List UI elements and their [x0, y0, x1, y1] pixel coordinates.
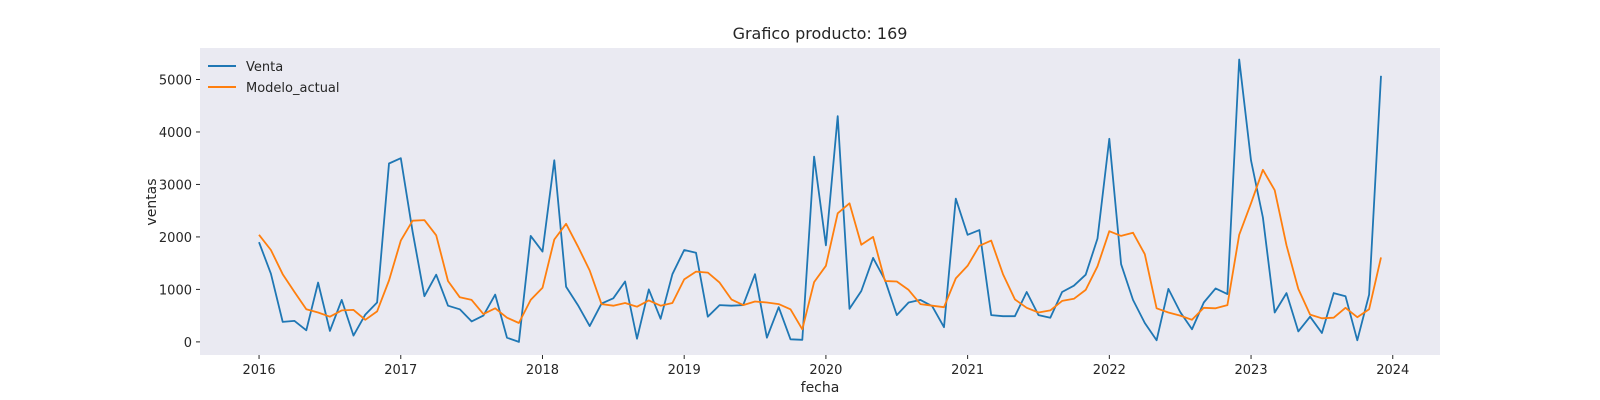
y-axis: 0 1000 2000 3000 4000 5000	[159, 73, 200, 351]
x-tick-label: 2023	[1235, 363, 1268, 378]
legend-label: Modelo_actual	[246, 81, 340, 96]
chart-marks	[258, 58, 1382, 343]
x-tick-label: 2024	[1376, 363, 1409, 378]
y-tick-label: 0	[184, 336, 192, 351]
x-tick-label: 2019	[668, 363, 701, 378]
x-axis: 2016 2017 2018 2019 2020 2021 2022 2023 2024	[243, 355, 1409, 378]
legend-label: Venta	[246, 60, 283, 75]
x-tick-label: 2018	[526, 363, 559, 378]
chart-title: Grafico producto: 169	[733, 24, 908, 43]
x-tick-label: 2021	[951, 363, 984, 378]
series-line-modelo-actual	[258, 168, 1382, 331]
series-line-venta	[258, 58, 1382, 343]
y-tick-label: 3000	[159, 178, 192, 193]
y-axis-label: ventas	[144, 178, 160, 225]
legend: Venta Modelo_actual	[208, 60, 340, 96]
x-tick-label: 2017	[384, 363, 417, 378]
y-tick-label: 1000	[159, 283, 192, 298]
x-tick-label: 2022	[1093, 363, 1126, 378]
x-tick-label: 2016	[243, 363, 276, 378]
x-axis-label: fecha	[801, 380, 840, 396]
y-tick-label: 2000	[159, 231, 192, 246]
y-tick-label: 4000	[159, 126, 192, 141]
y-tick-label: 5000	[159, 73, 192, 88]
x-tick-label: 2020	[809, 363, 842, 378]
